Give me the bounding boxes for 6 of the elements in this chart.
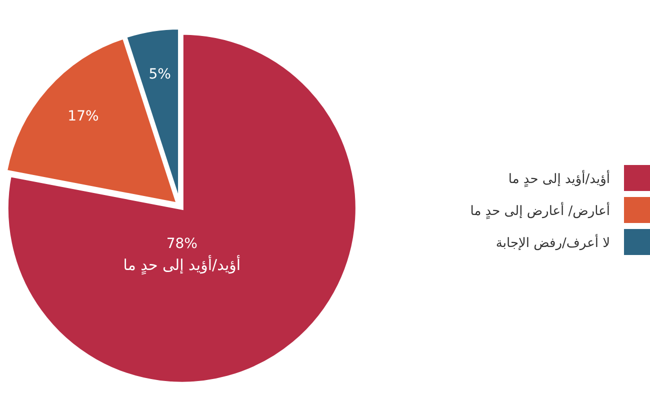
data-label: 17% <box>68 108 99 125</box>
legend-label: أؤيد/أؤيد إلى حدٍ ما <box>508 170 610 188</box>
legend-label: أعارض/ أعارض إلى حدٍ ما <box>470 202 610 220</box>
data-label: 78% <box>166 236 198 252</box>
data-label: 5% <box>148 66 171 83</box>
legend-label: لا أعرف/رفض الإجابة <box>496 234 610 251</box>
